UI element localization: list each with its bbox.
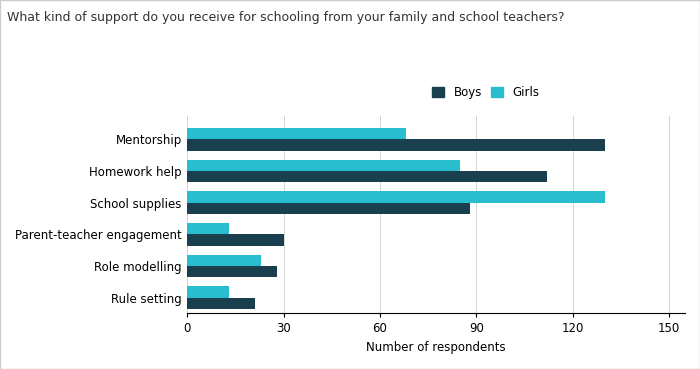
Bar [188,234,284,246]
Bar [188,171,547,182]
Text: What kind of support do you receive for schooling from your family and school te: What kind of support do you receive for … [7,11,564,24]
Bar [188,159,460,171]
Bar [188,266,277,277]
Bar [188,223,229,234]
Bar [188,255,261,266]
Bar [188,128,405,139]
Bar [188,139,605,151]
Legend: Boys, Girls: Boys, Girls [433,86,540,99]
X-axis label: Number of respondents: Number of respondents [366,341,506,354]
Bar [188,203,470,214]
Bar [188,297,255,309]
Bar [188,191,605,203]
Bar [188,286,229,297]
